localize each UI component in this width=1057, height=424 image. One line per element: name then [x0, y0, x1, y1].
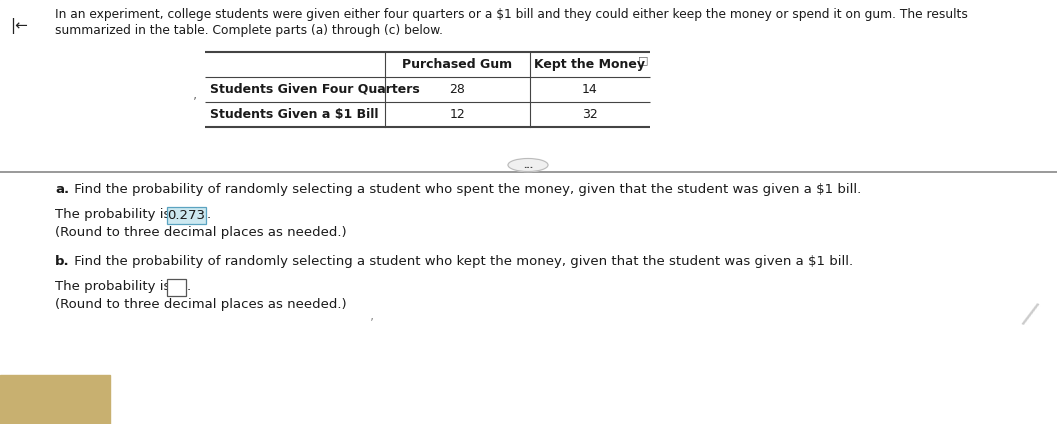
Text: ’: ’ — [370, 316, 374, 329]
Text: Find the probability of randomly selecting a student who spent the money, given : Find the probability of randomly selecti… — [70, 183, 861, 196]
Bar — [0, 375, 110, 424]
Text: The probability is: The probability is — [55, 280, 174, 293]
Text: (Round to three decimal places as needed.): (Round to three decimal places as needed… — [55, 226, 347, 239]
Text: /: / — [1020, 300, 1039, 331]
Text: 32: 32 — [582, 108, 598, 121]
Text: summarized in the table. Complete parts (a) through (c) below.: summarized in the table. Complete parts … — [55, 24, 443, 37]
Text: .: . — [207, 208, 211, 221]
Text: a.: a. — [55, 183, 69, 196]
FancyBboxPatch shape — [167, 206, 205, 223]
Text: The probability is: The probability is — [55, 208, 174, 221]
Text: 28: 28 — [449, 83, 465, 96]
Text: Purchased Gum: Purchased Gum — [403, 58, 513, 71]
Text: ’: ’ — [193, 95, 197, 109]
Text: Students Given a $1 Bill: Students Given a $1 Bill — [210, 108, 378, 121]
Text: |←: |← — [10, 18, 27, 34]
Text: (Round to three decimal places as needed.): (Round to three decimal places as needed… — [55, 298, 347, 311]
Text: 0.273: 0.273 — [167, 209, 205, 222]
Text: □: □ — [638, 55, 649, 65]
Text: 14: 14 — [582, 83, 598, 96]
Text: ...: ... — [523, 161, 533, 170]
Text: Kept the Money: Kept the Money — [535, 58, 646, 71]
Ellipse shape — [508, 159, 548, 171]
Text: In an experiment, college students were given either four quarters or a $1 bill : In an experiment, college students were … — [55, 8, 968, 21]
Text: Students Given Four Quarters: Students Given Four Quarters — [210, 83, 420, 96]
Text: .: . — [187, 280, 191, 293]
Text: b.: b. — [55, 255, 70, 268]
FancyBboxPatch shape — [167, 279, 185, 296]
Text: Find the probability of randomly selecting a student who kept the money, given t: Find the probability of randomly selecti… — [70, 255, 853, 268]
Text: 12: 12 — [449, 108, 465, 121]
